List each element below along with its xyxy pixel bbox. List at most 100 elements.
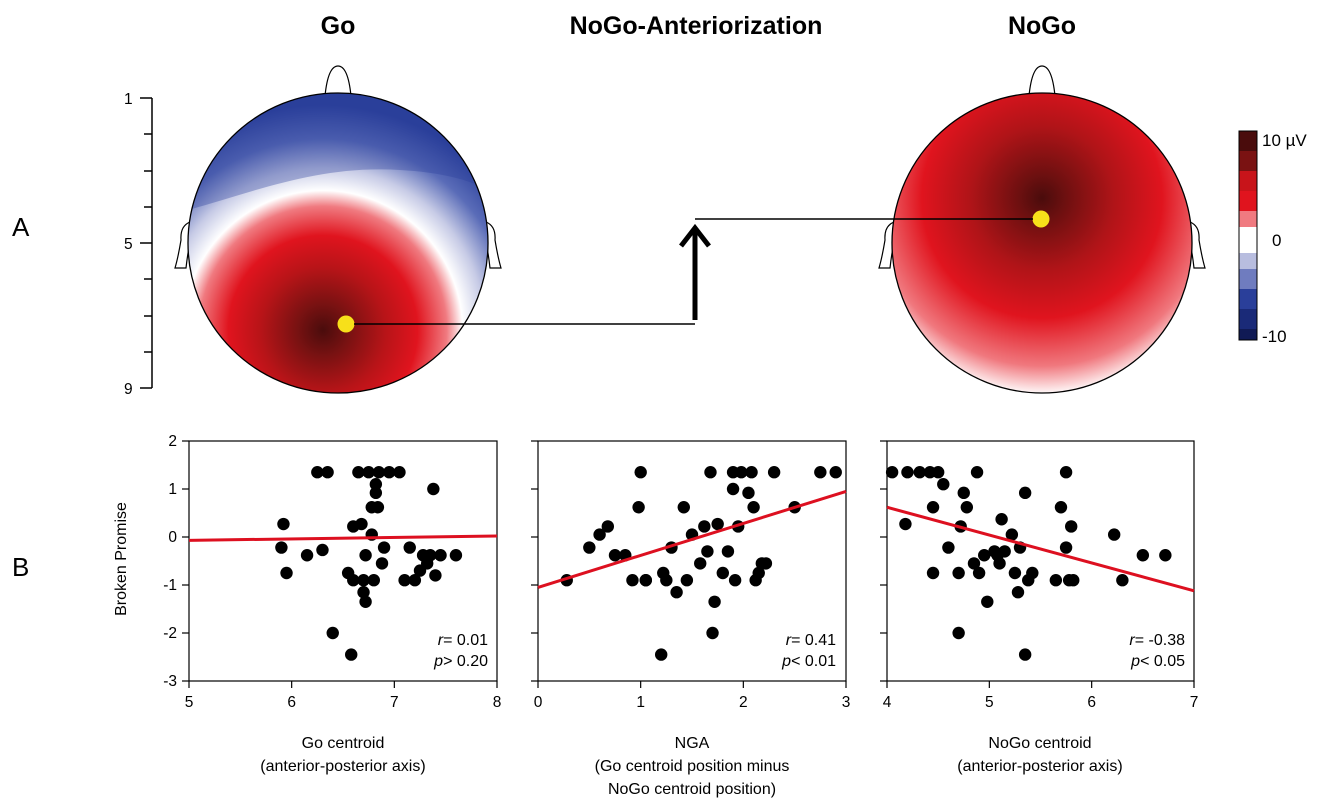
nga-xtick-label: 0 [534, 694, 543, 711]
data-point [913, 466, 926, 479]
data-point [369, 478, 383, 491]
nogo-xtick-label: 4 [883, 694, 892, 711]
scatter-plot-nga: 0 1 2 3 [531, 440, 850, 711]
data-point [277, 517, 290, 531]
data-point [745, 466, 758, 479]
data-point [716, 566, 729, 580]
stats-go-r-symbol: r [438, 632, 444, 649]
data-point [1049, 574, 1063, 587]
y-axis-label: Broken Promise [113, 502, 130, 616]
nogo-plot-frame [886, 440, 1195, 682]
data-point [972, 566, 986, 580]
data-point [321, 466, 334, 479]
data-point [449, 549, 463, 562]
title-go: Go [321, 12, 356, 40]
colorbar: 10 µV 0 -10 [1238, 130, 1307, 346]
data-point [942, 541, 955, 554]
nogo-head-nose [1028, 65, 1056, 97]
stats-nogo-r-symbol: r [1129, 632, 1135, 649]
data-point [957, 486, 970, 500]
data-point [626, 574, 639, 587]
stats-nogo-p: < 0.05 [1140, 653, 1185, 670]
xlabel-go-line-1: Go centroid [302, 735, 385, 752]
go-xtick-label: 7 [390, 694, 399, 711]
colorbar-zero-label: 0 [1272, 231, 1281, 250]
data-point [359, 595, 372, 608]
data-point [1067, 574, 1080, 587]
nogo-scalp-outline [891, 92, 1193, 394]
data-point [429, 569, 442, 582]
data-point [752, 566, 765, 580]
data-point [655, 648, 668, 661]
data-point [981, 595, 994, 608]
data-point [434, 549, 447, 562]
data-point [995, 513, 1008, 526]
go-scalp-outline [187, 92, 489, 394]
nga-plot-frame [537, 440, 847, 682]
data-point [355, 517, 368, 531]
go-ytick-label: -2 [163, 625, 177, 642]
go-ytick-label: -1 [163, 577, 177, 594]
data-point [735, 466, 748, 479]
go-regression-line [188, 534, 498, 542]
data-point [721, 545, 735, 558]
data-point [357, 586, 370, 599]
data-point [926, 501, 940, 514]
data-point [931, 466, 945, 479]
title-nga: NoGo-Anteriorization [570, 12, 823, 40]
data-point [352, 466, 365, 479]
data-point [704, 466, 717, 479]
go-topomap [174, 65, 502, 394]
xlabel-nogo-line-2: (anterior-posterior axis) [957, 758, 1122, 775]
data-point [1018, 486, 1032, 500]
data-point [583, 541, 596, 554]
data-point [885, 466, 899, 479]
stats-nga: r= 0.41 p< 0.01 [781, 632, 836, 670]
data-point [362, 466, 375, 479]
data-point [1011, 586, 1025, 599]
colorbar-max-label: 10 µV [1262, 131, 1307, 150]
svg-text:p< 0.05: p< 0.05 [1130, 653, 1185, 670]
xlabel-go-line-2: (anterior-posterior axis) [260, 758, 425, 775]
data-point [701, 545, 714, 558]
data-point [316, 543, 329, 557]
data-point [593, 528, 606, 541]
data-point [601, 520, 615, 533]
panel-label-b: B [12, 552, 29, 582]
data-point [1005, 528, 1019, 541]
data-point [926, 566, 940, 580]
data-point [759, 557, 773, 570]
go-centroid-marker [337, 315, 355, 333]
data-point [347, 574, 360, 587]
data-point [960, 501, 974, 514]
data-point [1059, 466, 1073, 479]
position-tick-9: 9 [124, 381, 133, 398]
data-point [639, 574, 652, 587]
nogo-xtick-label: 5 [985, 694, 994, 711]
data-point [632, 501, 645, 514]
stats-go-p-symbol: p [433, 653, 443, 670]
stats-nogo: r= -0.38 p< 0.05 [1129, 632, 1185, 670]
data-point [694, 557, 707, 570]
data-point [369, 486, 383, 500]
nogo-regression-line [886, 505, 1195, 593]
data-point [1008, 566, 1022, 580]
stats-nga-r: = 0.41 [791, 632, 836, 649]
go-ytick-label: 0 [168, 529, 177, 546]
xlabel-nogo-line-1: NoGo centroid [988, 735, 1091, 752]
data-point [677, 501, 690, 514]
data-point [967, 557, 981, 570]
stats-nga-r-symbol: r [786, 632, 792, 649]
go-ytick-label: 2 [168, 433, 177, 450]
data-point [952, 626, 965, 640]
stats-go-p: > 0.20 [443, 653, 488, 670]
position-tick-5: 5 [124, 236, 133, 253]
stats-go-r: = 0.01 [443, 632, 488, 649]
data-point [899, 517, 912, 531]
nogo-topomap [878, 65, 1206, 394]
panel-label-a: A [12, 212, 30, 242]
data-point [357, 574, 370, 587]
data-point [660, 574, 673, 587]
data-point [726, 482, 740, 496]
data-point [300, 549, 314, 562]
